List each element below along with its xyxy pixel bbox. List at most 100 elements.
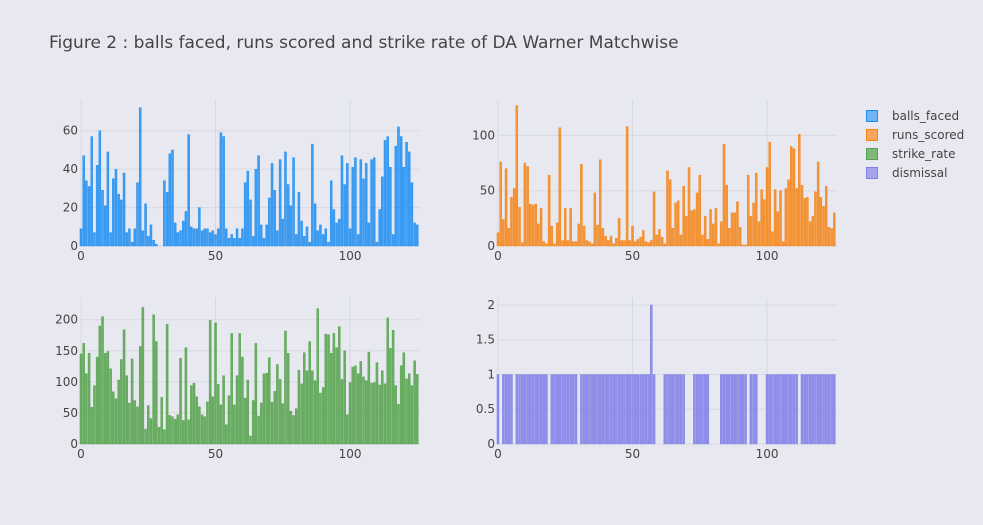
bar [216, 384, 220, 445]
bar [327, 334, 330, 445]
bar [405, 378, 408, 445]
bar [736, 374, 739, 445]
bar [297, 192, 301, 247]
bar [529, 374, 532, 445]
bar [128, 228, 131, 247]
bar [122, 329, 126, 445]
bar [179, 358, 182, 445]
bar [238, 238, 241, 247]
bar [623, 240, 626, 247]
bar [596, 374, 599, 445]
chart-title: Figure 2 : balls faced, runs scored and … [49, 33, 679, 53]
bar [117, 193, 120, 247]
bar [370, 382, 373, 445]
bar [507, 228, 511, 247]
bar [206, 401, 209, 445]
subplot-balls_faced: 0 20 40 60 0 50 100 [63, 100, 420, 263]
bar [329, 180, 333, 247]
bar [590, 243, 594, 247]
bar [816, 161, 820, 247]
bar [321, 234, 325, 247]
bar [144, 203, 147, 247]
bar [633, 374, 637, 445]
bar [650, 240, 653, 247]
bar [214, 234, 217, 247]
bar [736, 201, 739, 247]
bar [235, 228, 239, 247]
bar [668, 179, 672, 247]
bar [332, 333, 336, 445]
bar [816, 374, 820, 445]
bar [260, 224, 263, 247]
bar [203, 416, 207, 445]
bar [792, 148, 796, 247]
bar [830, 374, 833, 445]
x-tick-label: 100 [756, 447, 779, 461]
bar [577, 223, 580, 247]
bar [181, 420, 185, 445]
bar [542, 374, 545, 445]
bar [270, 402, 274, 445]
bar [265, 224, 268, 247]
bar [612, 374, 615, 445]
legend: balls_faced runs_scored strike_rate dism… [866, 106, 964, 182]
bar [529, 203, 532, 247]
bar [585, 240, 589, 247]
bar [381, 176, 384, 247]
bar [607, 374, 610, 445]
bar [136, 182, 139, 247]
bar [593, 192, 597, 247]
legend-item-dismissal[interactable]: dismissal [866, 163, 964, 182]
x-tick-label: 50 [625, 249, 640, 263]
bar [720, 221, 723, 247]
bar [171, 149, 174, 247]
bar [405, 142, 408, 247]
bar [620, 240, 624, 247]
bar [381, 370, 384, 445]
bar [222, 136, 225, 247]
bar [518, 207, 521, 247]
bar [642, 230, 645, 247]
bar [609, 374, 613, 445]
bar [257, 415, 260, 445]
bar [776, 211, 780, 247]
bar [90, 136, 94, 247]
legend-item-strike-rate[interactable]: strike_rate [866, 144, 964, 163]
bar [152, 240, 155, 247]
bar [566, 374, 570, 445]
bar [95, 356, 99, 445]
bar [303, 352, 306, 445]
bar [79, 228, 83, 247]
bar [749, 374, 753, 445]
legend-label: balls_faced [892, 108, 960, 123]
bar [311, 143, 314, 247]
bar [268, 357, 271, 445]
y-tick-label: 50 [63, 406, 78, 420]
bar [523, 162, 527, 247]
bar [184, 211, 188, 247]
bar [270, 163, 274, 247]
bar [720, 374, 723, 445]
legend-item-balls-faced[interactable]: balls_faced [866, 106, 964, 125]
bar [289, 410, 293, 445]
x-tick-label: 100 [756, 249, 779, 263]
bar [679, 234, 683, 247]
x-tick-label: 0 [77, 249, 85, 263]
bar [225, 228, 228, 247]
bar [617, 374, 621, 445]
bar [537, 223, 540, 247]
legend-item-runs-scored[interactable]: runs_scored [866, 125, 964, 144]
bar [316, 230, 320, 247]
bar [254, 168, 258, 247]
bar [160, 397, 163, 445]
bar [671, 374, 675, 445]
bar [677, 374, 680, 445]
bar [625, 126, 629, 247]
bar [757, 221, 761, 247]
bar [625, 374, 629, 445]
bar [114, 168, 118, 247]
bar [510, 374, 513, 445]
x-tick-label: 0 [77, 447, 85, 461]
bar [502, 374, 505, 445]
subplot-runs_scored: 0 50 100 0 50 100 [472, 100, 837, 263]
